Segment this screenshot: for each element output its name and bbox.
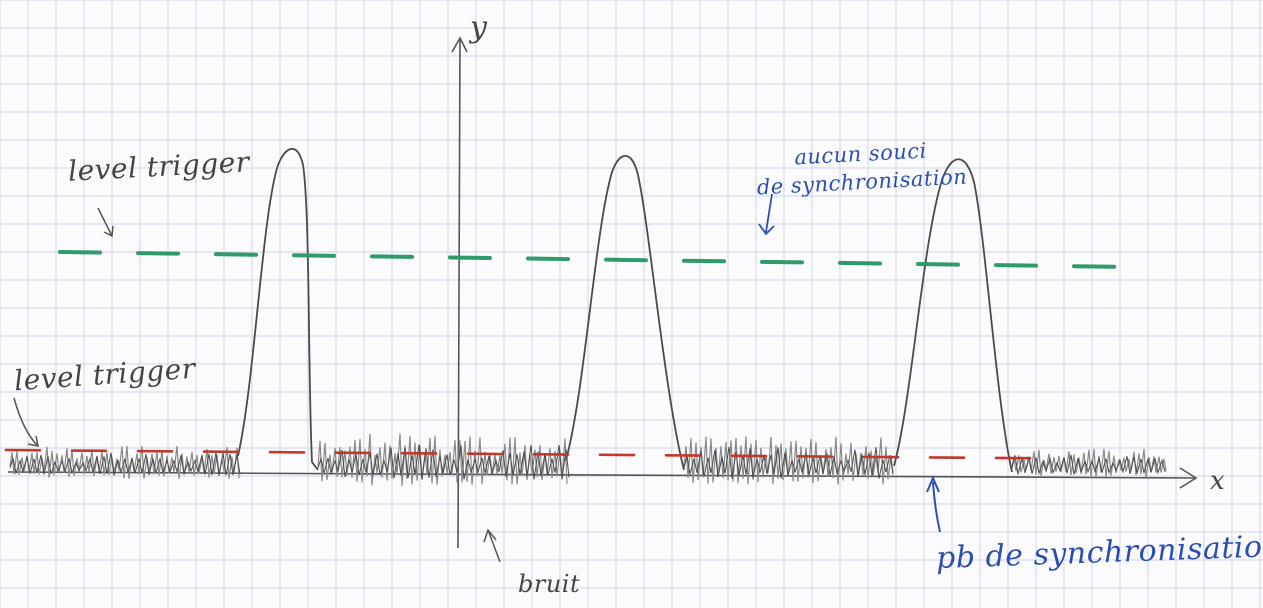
signal-pulse — [565, 154, 685, 471]
trigger-level-dash — [838, 260, 882, 266]
trigger-level-dash — [526, 256, 570, 262]
pointer-arrow-icon — [926, 475, 941, 533]
trigger-level-high — [58, 250, 1116, 269]
x-axis-arrow-icon — [1179, 467, 1198, 489]
signal-pulse — [893, 158, 1013, 473]
trigger-level-low — [4, 448, 1032, 460]
pointer-arrow-icon — [483, 528, 501, 563]
x-axis — [7, 471, 1196, 479]
noise-scribble — [317, 444, 570, 480]
trigger-level-dash — [292, 253, 336, 258]
noise-label: bruit — [518, 570, 581, 598]
y-axis-label: y — [470, 10, 488, 45]
trigger-level-dash — [58, 250, 102, 255]
trigger-level-dash — [760, 259, 804, 265]
noise-scribble — [9, 452, 241, 476]
noise-scribble — [317, 433, 568, 487]
noise-scribble — [683, 436, 894, 485]
pointer-arrow-icon — [13, 397, 39, 447]
pointer-arrow-icon — [97, 207, 114, 238]
trigger-level-dash — [682, 258, 726, 264]
trigger-level-dash — [916, 262, 960, 267]
noise-scribble — [1011, 448, 1167, 478]
y-axis-arrow-icon — [451, 36, 468, 53]
trigger-level-dash — [370, 254, 414, 259]
no-sync-issue-note: aucun souci de synchronisation — [755, 135, 968, 202]
trigger-level-dash — [1072, 264, 1116, 269]
noise-scribble — [683, 447, 894, 479]
trigger-level-dash — [448, 255, 492, 261]
trigger-level-dash — [214, 252, 258, 257]
signal-pulse — [237, 147, 319, 471]
x-axis-label: x — [1210, 466, 1226, 496]
pointer-arrow-icon — [758, 193, 775, 236]
noise-scribble — [1011, 454, 1166, 476]
trigger-level-dash — [994, 263, 1038, 268]
trigger-level-dash — [136, 251, 180, 256]
trigger-level-dash — [604, 257, 648, 263]
